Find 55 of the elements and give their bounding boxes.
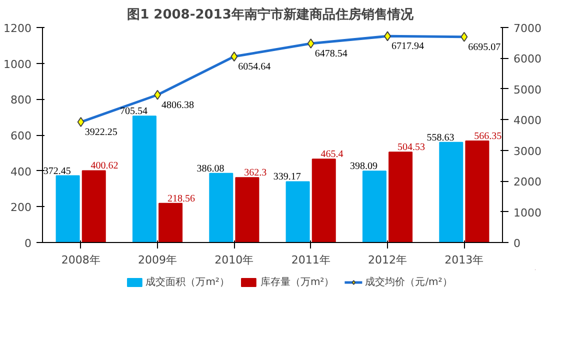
data-label: 6478.54: [314, 48, 348, 60]
y-tick-label: 600: [10, 130, 32, 142]
y-tick-label: 400: [10, 165, 32, 178]
y-tick-label: 800: [10, 94, 32, 107]
y2-tick-label: 6000: [514, 52, 542, 66]
legend-label: 成交面积（万m²）: [146, 276, 230, 289]
x-tick-label: 2010年: [214, 254, 254, 266]
bar: [56, 175, 80, 242]
data-label: 705.54: [120, 106, 148, 118]
x-tick-label: 2009年: [138, 254, 178, 266]
data-label: 6695.07: [468, 42, 501, 53]
y2-tick-label: 3000: [514, 144, 542, 158]
y2-tick-label: 0: [514, 237, 520, 250]
data-label: 386.08: [196, 163, 224, 174]
data-label: 504.53: [397, 142, 425, 154]
data-label: 362.3: [244, 168, 267, 179]
x-tick-label: 2011年: [291, 254, 330, 266]
y2-tick-label: 4000: [514, 114, 542, 128]
data-label: 372.45: [43, 166, 71, 177]
bar: [132, 116, 156, 242]
data-label: 465.4: [320, 149, 344, 160]
data-label: 566.35: [474, 131, 502, 142]
bar: [362, 170, 386, 242]
data-label: 339.17: [273, 172, 301, 183]
bar: [286, 181, 310, 242]
data-label: 6717.94: [392, 41, 424, 52]
bar: [82, 170, 106, 242]
y2-tick-label: 1000: [514, 206, 542, 220]
data-label: 6054.64: [238, 62, 271, 73]
y2-tick-label: 7000: [514, 22, 542, 35]
bar: [439, 142, 464, 242]
y2-tick-label: 5000: [514, 83, 542, 96]
bar: [312, 158, 336, 242]
x-tick-label: 2012年: [368, 254, 408, 266]
x-tick-label: 2013年: [444, 254, 484, 266]
y-tick-label: 1000: [4, 58, 32, 71]
bar: [158, 202, 183, 242]
x-tick-label: 2008年: [61, 254, 100, 266]
legend-label: 库存量（万m²）: [260, 276, 334, 289]
bar: [209, 172, 234, 242]
y-tick-label: 0: [24, 237, 32, 250]
legend-label: 成交均价（元/m²）: [365, 276, 452, 289]
bar: [235, 177, 260, 242]
chart-title: 图1 2008-2013年南宁市新建商品住房销售情况: [127, 6, 414, 22]
y-tick-label: 200: [10, 201, 32, 214]
data-label: 4806.38: [162, 100, 194, 111]
y2-tick-label: 2000: [514, 176, 542, 189]
data-label: 218.56: [167, 193, 195, 204]
bar: [465, 140, 490, 242]
data-label: 558.63: [426, 132, 454, 144]
data-label: 400.62: [90, 160, 118, 172]
y-tick-label: 1200: [4, 22, 32, 35]
bar: [388, 152, 413, 242]
data-label: 3922.25: [84, 127, 118, 138]
data-label: 398.09: [350, 161, 378, 172]
